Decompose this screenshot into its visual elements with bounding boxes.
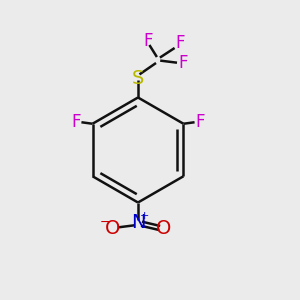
Text: S: S (132, 68, 144, 88)
Text: N: N (131, 213, 145, 232)
Text: O: O (105, 219, 120, 238)
Text: +: + (140, 211, 149, 221)
Text: −: − (99, 216, 110, 229)
Text: F: F (178, 54, 188, 72)
Text: F: F (195, 113, 205, 131)
Text: F: F (144, 32, 153, 50)
Text: O: O (156, 219, 171, 238)
Text: F: F (71, 113, 81, 131)
Text: F: F (175, 34, 185, 52)
